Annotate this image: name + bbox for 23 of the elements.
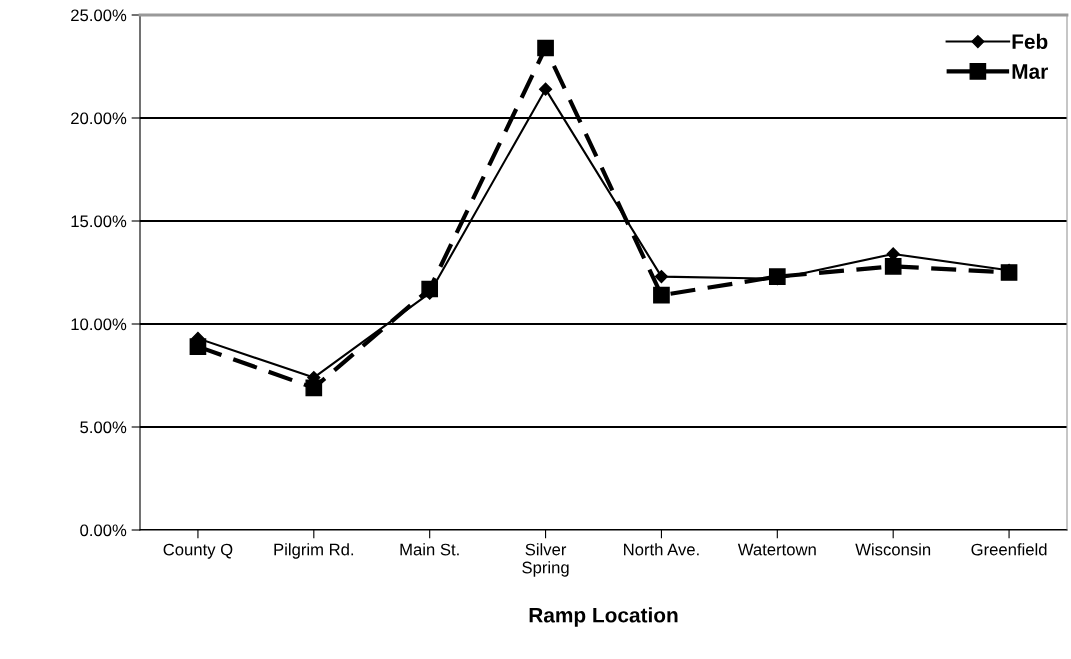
legend-label: Mar [1012, 64, 1048, 79]
x-tick-label: County Q [163, 543, 233, 559]
x-tick-label: Silver Spring [522, 543, 569, 577]
y-tick-label: 5.00% [80, 421, 127, 434]
legend-label: Feb [1012, 33, 1048, 50]
point [305, 379, 323, 397]
x-tick-label: Greenfield [971, 543, 1047, 556]
x-tick-label: Pilgrim Rd. [274, 543, 354, 559]
y-tick-label: 10.00% [71, 318, 127, 331]
point [537, 39, 554, 57]
x-tick-label: Watertown [737, 543, 816, 556]
y-tick-label: 0.00% [80, 524, 127, 537]
y-tick-label: 20.00% [71, 112, 127, 125]
x-tick-label: Main St. [400, 543, 459, 556]
point [538, 82, 553, 96]
y-tick-label: 15.00% [71, 215, 127, 228]
point [653, 286, 670, 304]
x-tick-label: Wisconsin [855, 543, 931, 556]
point [884, 257, 902, 275]
x-axis-title: Ramp Location [529, 607, 678, 627]
y-tick-label: 25.00% [71, 9, 127, 22]
point [654, 270, 669, 284]
x-tick-label: North Ave. [624, 543, 699, 556]
